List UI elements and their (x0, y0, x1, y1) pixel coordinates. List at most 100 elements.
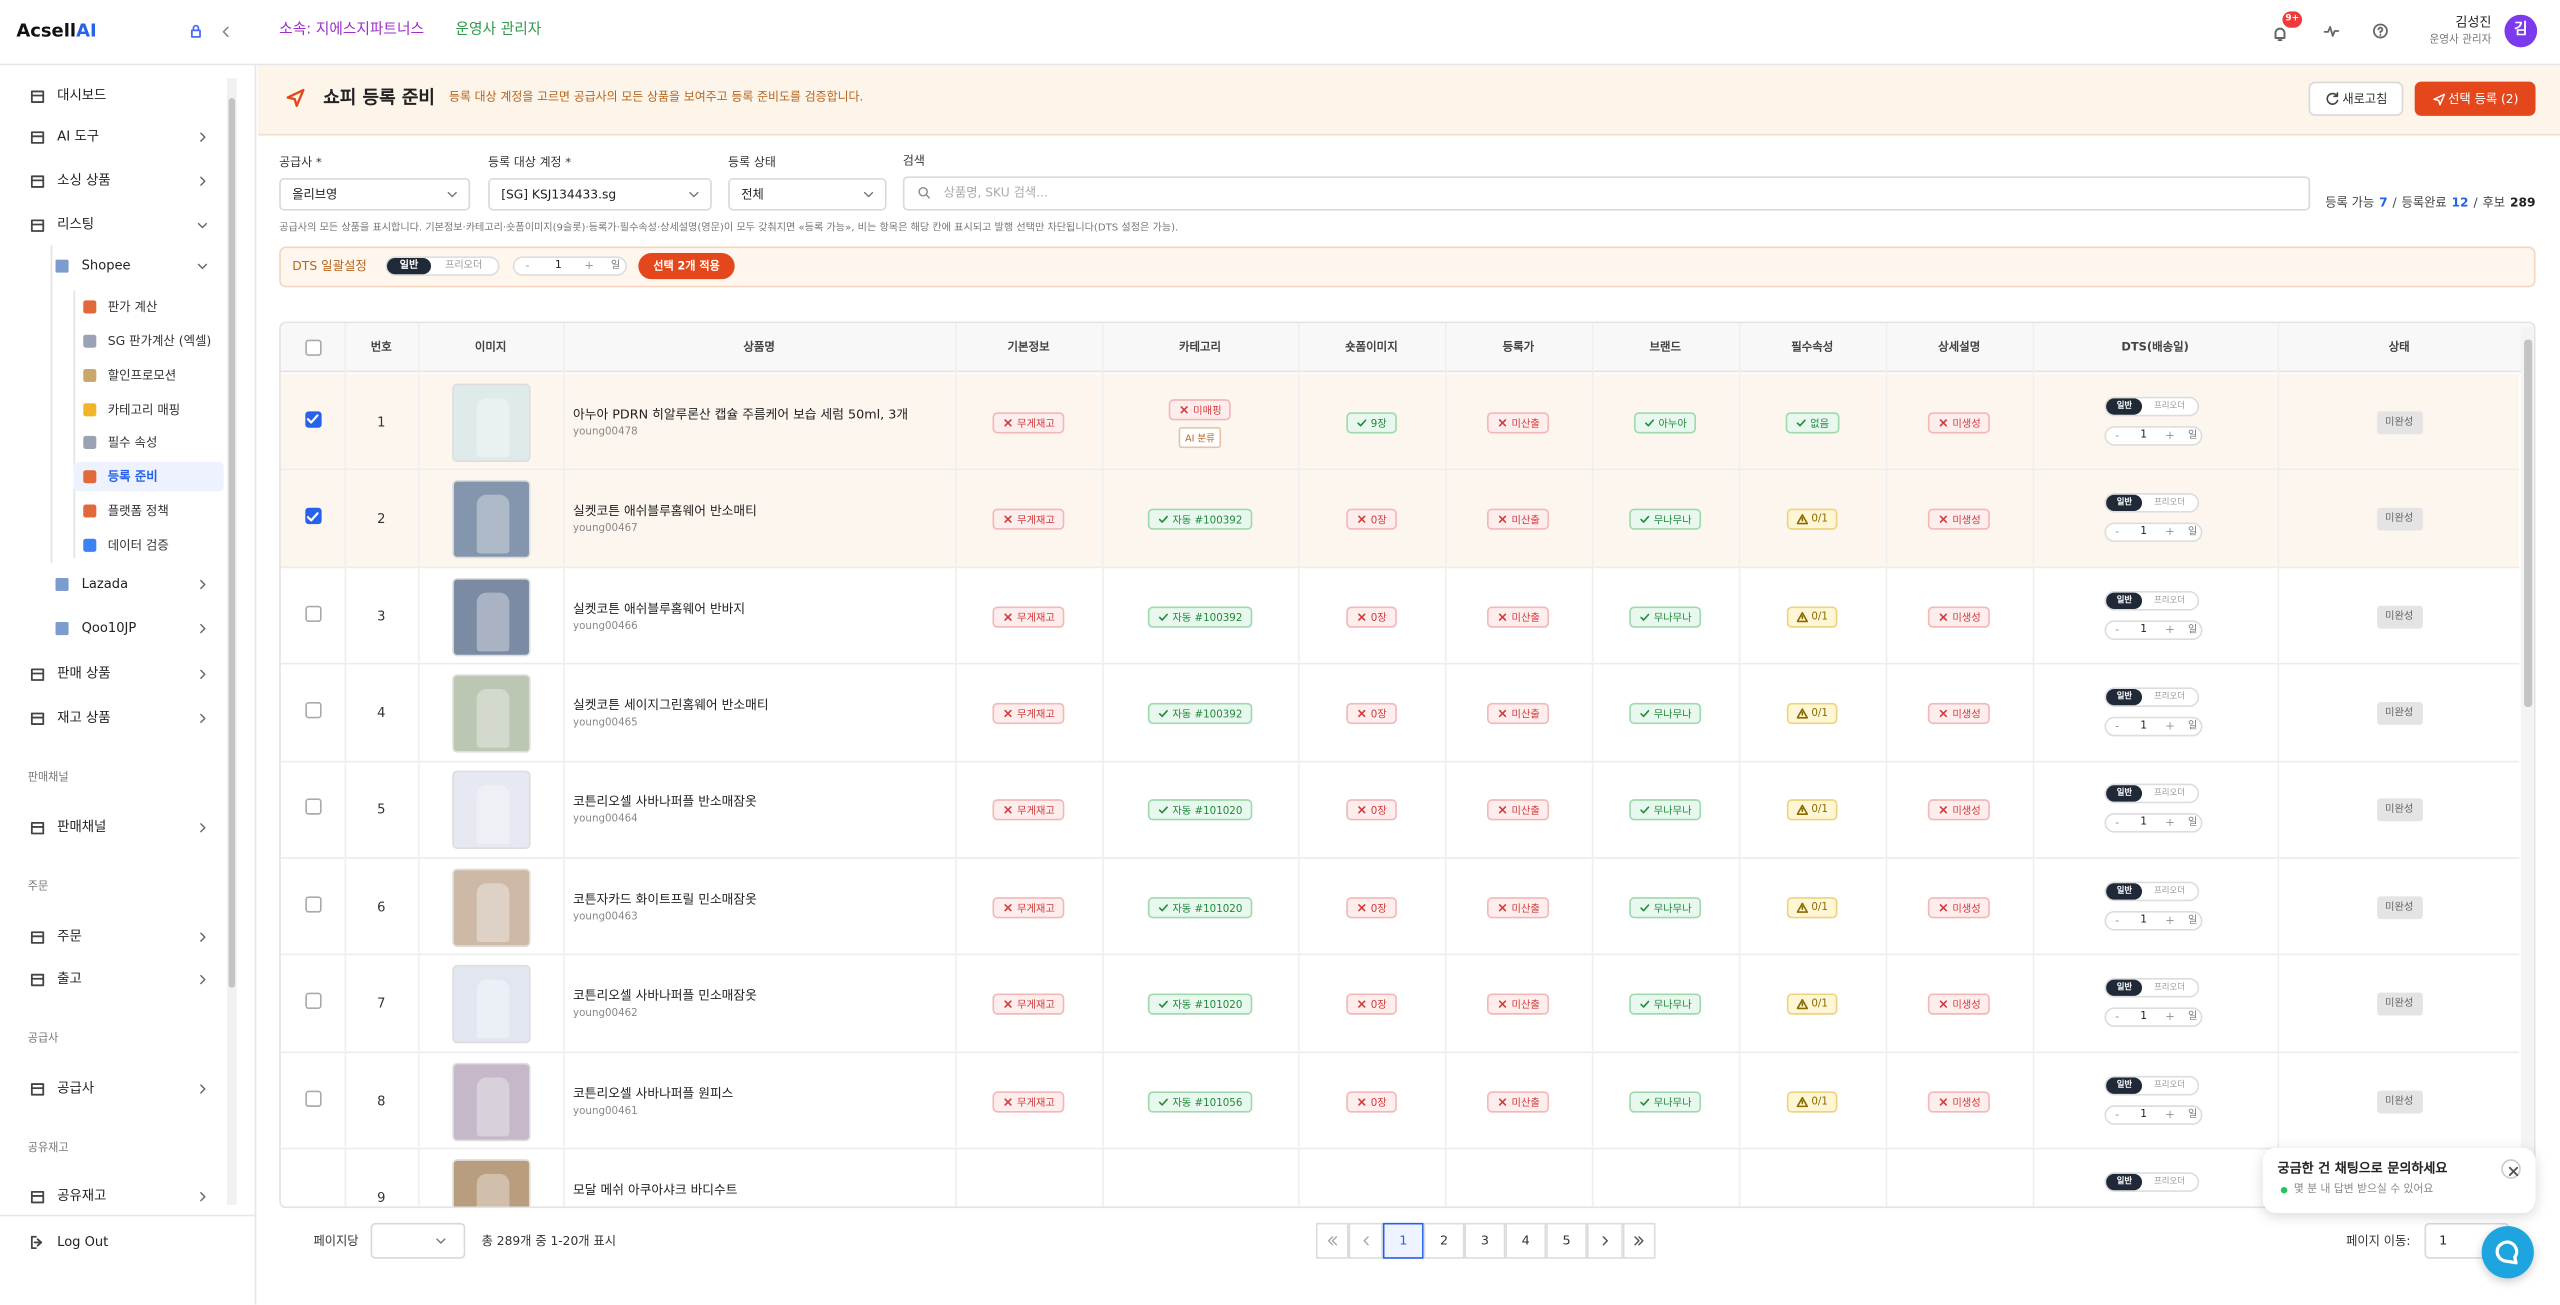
badge-text: 0/1 (1811, 901, 1828, 913)
filter-select[interactable] (488, 177, 712, 211)
mode-normal[interactable]: 일반 (2116, 885, 2133, 896)
nav-item[interactable]: 판매 상품 (57, 664, 111, 681)
mode-normal[interactable]: 일반 (2116, 982, 2133, 993)
icon-path (1158, 903, 1168, 911)
per-page-select[interactable] (370, 1222, 466, 1259)
stepper-minus[interactable]: - (2115, 816, 2120, 830)
page-button[interactable] (1423, 1222, 1465, 1259)
checkbox[interactable] (304, 410, 321, 428)
mode-normal[interactable]: 일반 (399, 260, 419, 272)
checkbox[interactable] (304, 1089, 321, 1107)
mode-normal[interactable]: 일반 (2116, 1176, 2133, 1187)
status-badge: 자동 #101056 (1147, 1090, 1253, 1112)
page-button[interactable] (1546, 1222, 1587, 1259)
nav-leaf[interactable]: 카테고리 매핑 (107, 402, 181, 418)
mode-preorder[interactable]: 프리오더 (445, 260, 483, 272)
stepper-minus[interactable]: - (525, 259, 530, 273)
nav-item[interactable]: 리스팅 (57, 215, 95, 232)
filter-select[interactable] (728, 177, 887, 211)
mode-preorder[interactable]: 프리오더 (2154, 497, 2185, 508)
mode-normal[interactable]: 일반 (2116, 594, 2133, 605)
page-button[interactable] (1464, 1222, 1506, 1259)
mode-preorder[interactable]: 프리오더 (2154, 788, 2185, 799)
checkbox[interactable] (304, 507, 321, 525)
checkbox[interactable] (304, 339, 321, 356)
stepper-minus[interactable]: - (2115, 1107, 2120, 1121)
chat-close[interactable] (2501, 1159, 2521, 1179)
page-button[interactable] (1382, 1222, 1424, 1259)
logout[interactable]: Log Out (57, 1234, 109, 1250)
avatar[interactable]: 김 (2504, 14, 2538, 48)
nav-leaf[interactable]: 필수 속성 (107, 435, 158, 450)
nav-leaf[interactable]: 등록 준비 (107, 469, 158, 484)
chat-button[interactable] (2481, 1226, 2534, 1279)
nav-sub[interactable]: Shopee (81, 258, 131, 273)
nav-leaf[interactable]: 할인프로모션 (107, 368, 177, 383)
nav-sub[interactable]: Qoo10JP (81, 620, 137, 636)
nav-item[interactable]: AI 도구 (57, 127, 100, 144)
prev-page[interactable] (1348, 1222, 1383, 1259)
mode-normal[interactable]: 일반 (2116, 691, 2133, 702)
page-button[interactable] (1505, 1222, 1547, 1259)
checkbox[interactable] (304, 701, 321, 719)
submit-button[interactable]: 선택 등록 (2) (2414, 81, 2536, 116)
icon-path (1498, 709, 1507, 717)
mode-normal[interactable]: 일반 (2116, 1079, 2133, 1090)
nav-item[interactable]: 공급사 (57, 1079, 95, 1096)
checkbox[interactable] (304, 798, 321, 816)
nav-item[interactable]: 공유재고 (57, 1187, 107, 1204)
checkbox[interactable] (304, 895, 321, 913)
icon-send (2432, 92, 2445, 105)
icon-warn (1796, 902, 1809, 913)
stepper-plus[interactable]: + (2165, 1010, 2175, 1024)
mode-preorder[interactable]: 프리오더 (2154, 691, 2185, 702)
nav-leaf[interactable]: 판가 계산 (107, 299, 158, 315)
stepper-minus[interactable]: - (2115, 428, 2120, 442)
stepper-plus[interactable]: + (584, 259, 595, 273)
stepper-minus[interactable]: - (2115, 719, 2120, 733)
mode-preorder[interactable]: 프리오더 (2154, 982, 2185, 993)
nav-item[interactable]: 재고 상품 (57, 708, 111, 726)
row-number: 5 (377, 802, 386, 818)
nav-item[interactable]: 출고 (57, 969, 82, 987)
nav-leaf[interactable]: 데이터 검증 (107, 537, 169, 553)
stepper-plus[interactable]: + (2165, 428, 2175, 442)
mode-preorder[interactable]: 프리오더 (2154, 1079, 2185, 1090)
stat-label: 등록 가능 (2325, 195, 2375, 210)
nav-sub[interactable]: Lazada (81, 576, 129, 592)
apply-button[interactable]: 선택 2개 적용 (638, 253, 735, 280)
stepper-minus[interactable]: - (2115, 913, 2120, 927)
next-page[interactable] (1586, 1222, 1623, 1259)
mode-preorder[interactable]: 프리오더 (2154, 594, 2185, 605)
nav-item[interactable]: 대시보드 (57, 86, 107, 103)
nav-leaf[interactable]: 플랫폼 정책 (107, 503, 169, 519)
mode-normal[interactable]: 일반 (2116, 788, 2133, 799)
product-name: 코튼리오셀 사바나퍼플 반소매잠옷 (573, 794, 757, 810)
stepper-plus[interactable]: + (2165, 913, 2175, 927)
stepper-plus[interactable]: + (2165, 622, 2175, 636)
stepper-minus[interactable]: - (2115, 1010, 2120, 1024)
stepper-minus[interactable]: - (2115, 525, 2120, 539)
checkbox[interactable] (304, 992, 321, 1010)
icon-path (1939, 903, 1948, 911)
stepper-plus[interactable]: + (2165, 525, 2175, 539)
filter-select[interactable] (279, 177, 471, 211)
mode-preorder[interactable]: 프리오더 (2154, 400, 2185, 411)
mode-normal[interactable]: 일반 (2116, 400, 2133, 411)
nav-item[interactable]: 주문 (57, 927, 82, 944)
mode-normal[interactable]: 일반 (2116, 497, 2133, 508)
stepper-plus[interactable]: + (2165, 816, 2175, 830)
nav-leaf[interactable]: SG 판가계산 (엑셀) (107, 333, 212, 349)
mode-preorder[interactable]: 프리오더 (2154, 885, 2185, 896)
stepper-plus[interactable]: + (2165, 1107, 2175, 1121)
nav-item[interactable]: 판매채널 (57, 818, 107, 835)
stepper-plus[interactable]: + (2165, 719, 2175, 733)
checkbox[interactable] (304, 604, 321, 622)
icon-path (1796, 514, 1809, 525)
days-stepper (2104, 619, 2203, 640)
search-box[interactable] (902, 176, 2311, 211)
stepper-minus[interactable]: - (2115, 622, 2120, 636)
mode-preorder[interactable]: 프리오더 (2154, 1176, 2185, 1187)
refresh-button[interactable]: 새로고침 (2308, 81, 2404, 116)
nav-item[interactable]: 소싱 상품 (57, 171, 111, 188)
